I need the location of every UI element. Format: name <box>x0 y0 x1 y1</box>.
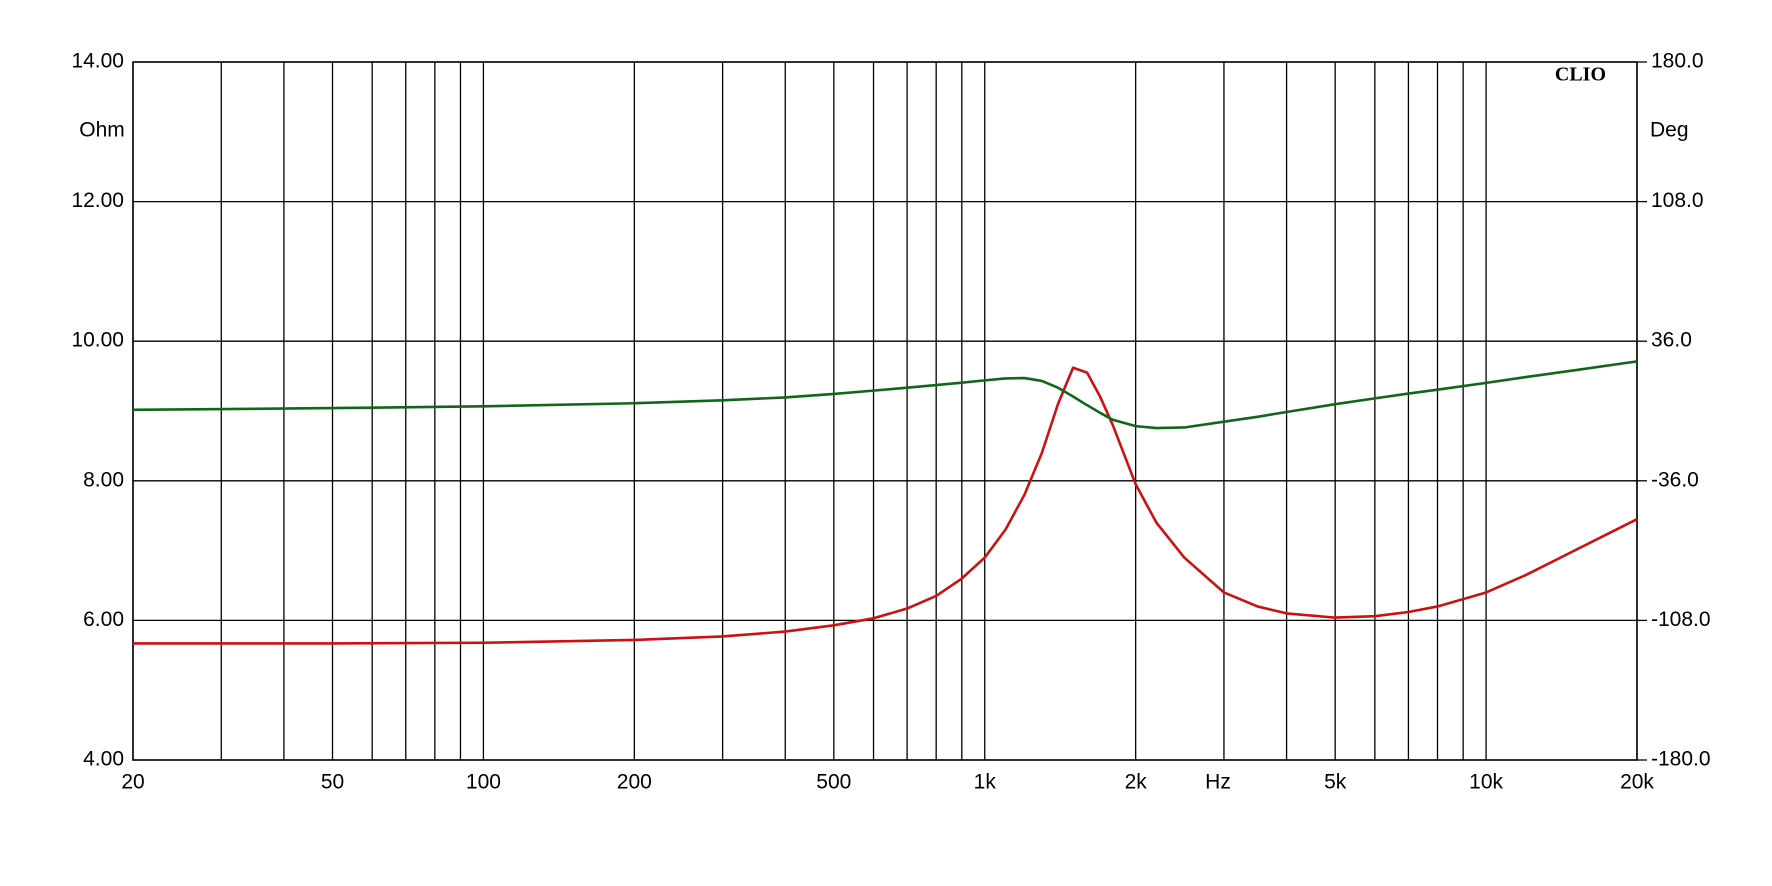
x-tick-label: 2k <box>1125 771 1148 794</box>
x-tick-label: 5k <box>1324 771 1347 794</box>
x-tick-label: 20 <box>121 771 144 794</box>
x-tick-label: 500 <box>816 771 851 794</box>
y-tick-label: 4.00 <box>83 748 124 771</box>
x-tick-label: 100 <box>466 771 501 794</box>
x-tick-label: 50 <box>321 771 344 794</box>
watermark: CLIO <box>1555 64 1606 86</box>
y-axis-label: Ohm <box>79 119 125 142</box>
y-tick-label: 14.00 <box>71 50 124 73</box>
series-line <box>132 360 1638 430</box>
y2-tick-label: 108.0 <box>1651 189 1704 212</box>
x-tick-label: 10k <box>1469 771 1503 794</box>
y-tick-label: 12.00 <box>71 189 124 212</box>
x-tick-label: 200 <box>617 771 652 794</box>
y2-tick-label: -36.0 <box>1651 468 1699 491</box>
x-tick-label: 1k <box>974 771 997 794</box>
y2-tick-label: 36.0 <box>1651 329 1692 352</box>
y2-axis-label: Deg <box>1650 119 1689 142</box>
y-tick-label: 8.00 <box>83 468 124 491</box>
plot-frame <box>132 61 1638 761</box>
y-tick-label: 6.00 <box>83 608 124 631</box>
y2-tick-label: -180.0 <box>1651 748 1711 771</box>
x-tick-label: 20k <box>1620 771 1654 794</box>
y2-tick-label: -108.0 <box>1651 608 1711 631</box>
x-axis-label: Hz <box>1205 771 1231 794</box>
y-tick-label: 10.00 <box>71 329 124 352</box>
y2-tick-label: 180.0 <box>1651 50 1704 73</box>
series-line <box>133 366 1638 645</box>
